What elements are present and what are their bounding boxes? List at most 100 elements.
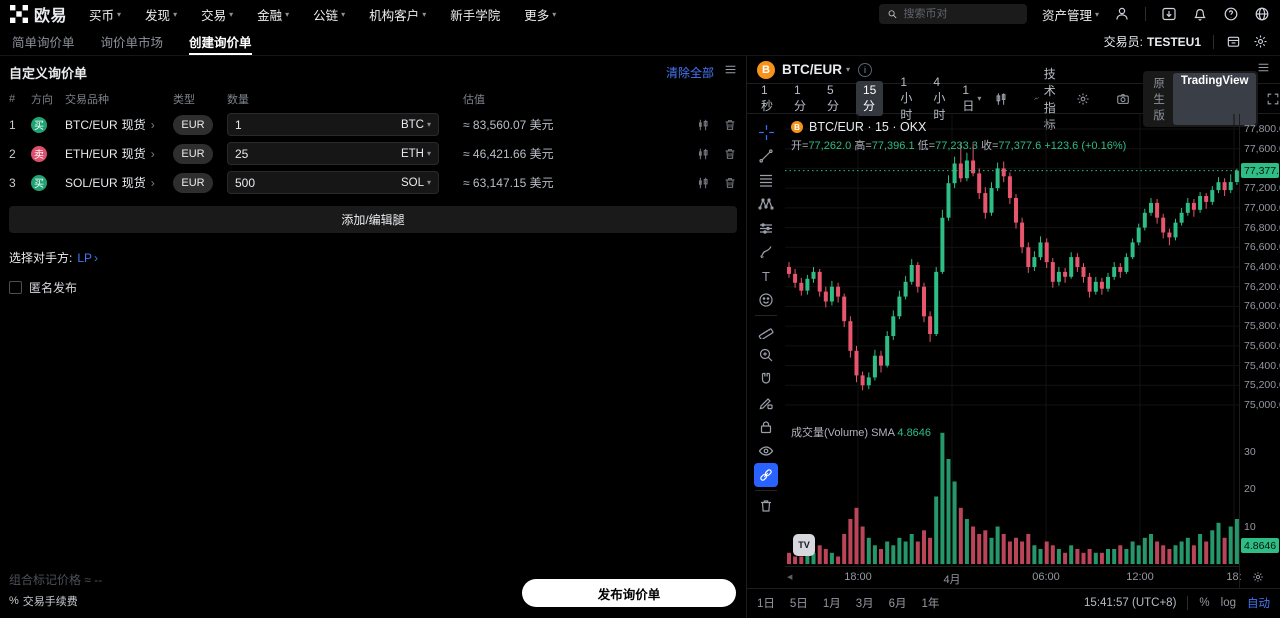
chevron-down-icon[interactable]: ▾ xyxy=(426,120,431,129)
unit-select[interactable]: SOL xyxy=(400,176,424,189)
crosshair-tool-icon[interactable] xyxy=(754,120,778,144)
drawing-mode-pencil-icon[interactable] xyxy=(754,391,778,415)
currency-type-pill[interactable]: EUR xyxy=(173,114,213,135)
interval-1m[interactable]: 1分 xyxy=(794,83,807,113)
notifications-bell-icon[interactable] xyxy=(1192,6,1208,22)
nav-item-chain[interactable]: 公链 ▾ xyxy=(313,8,346,23)
sync-link-tool-icon[interactable] xyxy=(754,463,778,487)
unit-select[interactable]: BTC xyxy=(400,118,424,131)
candle-chart-icon[interactable] xyxy=(696,147,710,161)
assets-menu[interactable]: 资产管理 ▾ xyxy=(1041,8,1099,23)
ohlc-legend: 开=77,262.0 高=77,396.1 低=77,233.3 收=77,37… xyxy=(791,140,1127,152)
nav-item-academy[interactable]: 新手学院 xyxy=(450,8,501,23)
interval-4h[interactable]: 4小时 xyxy=(933,74,946,122)
delete-leg-icon[interactable] xyxy=(723,147,737,161)
tab-rfq-market[interactable]: 询价单市场 xyxy=(100,36,164,50)
screenshot-camera-icon[interactable] xyxy=(1116,92,1130,106)
pair-selector[interactable]: ETH/EUR 现货 › xyxy=(65,146,155,162)
unit-select[interactable]: ETH xyxy=(400,147,424,160)
measure-ruler-tool-icon[interactable] xyxy=(754,319,778,343)
settings-gear-icon[interactable] xyxy=(1253,34,1268,49)
orders-box-icon[interactable] xyxy=(1226,34,1241,49)
chart-menu-icon[interactable] xyxy=(1257,61,1270,79)
amount-input[interactable] xyxy=(235,146,401,161)
remove-drawings-trash-icon[interactable] xyxy=(754,494,778,518)
amount-input[interactable] xyxy=(235,175,401,190)
add-edit-legs-button[interactable]: 添加/编辑腿 xyxy=(9,206,737,233)
hide-drawings-eye-icon[interactable] xyxy=(754,439,778,463)
delete-leg-icon[interactable] xyxy=(723,118,737,132)
trend-line-tool-icon[interactable] xyxy=(754,144,778,168)
chart-settings-gear-icon[interactable] xyxy=(1076,92,1090,106)
price-axis[interactable]: 77,800.0 77,600.0 77,200.0 77,000.0 76,800.0… xyxy=(1239,114,1280,588)
language-globe-icon[interactable] xyxy=(1254,6,1270,22)
anonymous-checkbox[interactable] xyxy=(9,281,22,294)
range-6mo[interactable]: 6月 xyxy=(888,597,907,610)
time-axis[interactable]: ◀ 18:00 4月 06:00 12:00 18: xyxy=(785,566,1242,588)
scroll-left-icon[interactable]: ◀ xyxy=(787,574,793,581)
tab-simple-rfq[interactable]: 简单询价单 xyxy=(12,36,75,50)
tab-create-rfq[interactable]: 创建询价单 xyxy=(189,28,252,55)
interval-1h[interactable]: 1小时 xyxy=(900,74,913,122)
nav-item-trade[interactable]: 交易 ▾ xyxy=(201,8,234,23)
currency-type-pill[interactable]: EUR xyxy=(173,172,213,193)
panel-menu-icon[interactable] xyxy=(724,63,737,81)
range-1y[interactable]: 1年 xyxy=(921,597,940,610)
chevron-down-icon[interactable]: ▾ xyxy=(426,178,431,187)
fib-retracement-tool-icon[interactable] xyxy=(754,168,778,192)
emoji-tool-icon[interactable] xyxy=(754,288,778,312)
lock-drawings-icon[interactable] xyxy=(754,415,778,439)
range-1mo[interactable]: 1月 xyxy=(822,597,841,610)
native-version-option[interactable]: 原生版 xyxy=(1153,77,1165,122)
user-icon[interactable] xyxy=(1114,6,1130,22)
candle-chart-icon[interactable] xyxy=(696,176,710,190)
search-input[interactable] xyxy=(903,8,1019,20)
pair-selector[interactable]: SOL/EUR 现货 › xyxy=(65,175,155,191)
tradingview-logo[interactable]: TV xyxy=(793,534,815,556)
volume-sma-badge: 4.8646 xyxy=(1241,538,1279,554)
nav-item-institutional[interactable]: 机构客户 ▾ xyxy=(369,8,427,23)
volume-axis-label: 20 xyxy=(1244,483,1256,495)
delete-leg-icon[interactable] xyxy=(723,176,737,190)
nav-item-buy[interactable]: 买币 ▾ xyxy=(89,8,122,23)
indicators-button[interactable]: 技术指标 xyxy=(1034,65,1063,133)
symbol-selector[interactable]: BTC/EUR ▾ xyxy=(782,62,851,77)
nav-item-more[interactable]: 更多 ▾ xyxy=(524,8,557,23)
counterparty-select[interactable]: LP › xyxy=(77,250,99,265)
amount-input[interactable] xyxy=(235,117,401,132)
download-app-icon[interactable] xyxy=(1161,6,1177,22)
range-5d[interactable]: 5日 xyxy=(789,597,808,610)
publish-rfq-button[interactable]: 发布询价单 xyxy=(522,579,736,607)
interval-5m[interactable]: 5分 xyxy=(827,83,840,113)
search-box[interactable] xyxy=(878,4,1027,24)
help-icon[interactable] xyxy=(1223,6,1239,22)
log-scale-button[interactable]: log xyxy=(1220,596,1236,609)
auto-scale-button[interactable]: 自动 xyxy=(1247,597,1270,610)
pair-selector[interactable]: BTC/EUR 现货 › xyxy=(65,117,155,133)
magnet-tool-icon[interactable] xyxy=(754,367,778,391)
brush-tool-icon[interactable] xyxy=(754,240,778,264)
interval-1s[interactable]: 1秒 xyxy=(761,83,774,113)
xabcd-pattern-tool-icon[interactable] xyxy=(754,192,778,216)
range-1d[interactable]: 1日 xyxy=(757,597,775,610)
text-tool-icon[interactable]: T xyxy=(762,268,770,284)
info-icon[interactable]: i xyxy=(858,62,873,77)
interval-15m[interactable]: 15分 xyxy=(856,81,884,116)
currency-type-pill[interactable]: EUR xyxy=(173,143,213,164)
zoom-in-tool-icon[interactable] xyxy=(754,343,778,367)
axis-settings-gear-icon[interactable] xyxy=(1252,570,1264,588)
chevron-down-icon[interactable]: ▾ xyxy=(426,149,431,158)
chevron-down-icon: ▾ xyxy=(229,9,234,19)
fullscreen-icon[interactable] xyxy=(1266,92,1280,106)
nav-item-discover[interactable]: 发现 ▾ xyxy=(145,8,178,23)
tradingview-option[interactable]: TradingView xyxy=(1172,72,1257,125)
candle-style-icon[interactable] xyxy=(994,92,1008,106)
nav-item-finance[interactable]: 金融 ▾ xyxy=(257,8,290,23)
clear-all-button[interactable]: 清除全部 xyxy=(665,65,714,80)
candle-chart-icon[interactable] xyxy=(696,118,710,132)
elliott-wave-tool-icon[interactable] xyxy=(754,216,778,240)
interval-1d-dropdown[interactable]: 1日 ▾ xyxy=(962,83,982,113)
okx-logo[interactable]: 欧易 xyxy=(10,2,67,26)
percent-scale-button[interactable]: % xyxy=(1199,596,1210,609)
range-3mo[interactable]: 3月 xyxy=(855,597,874,610)
